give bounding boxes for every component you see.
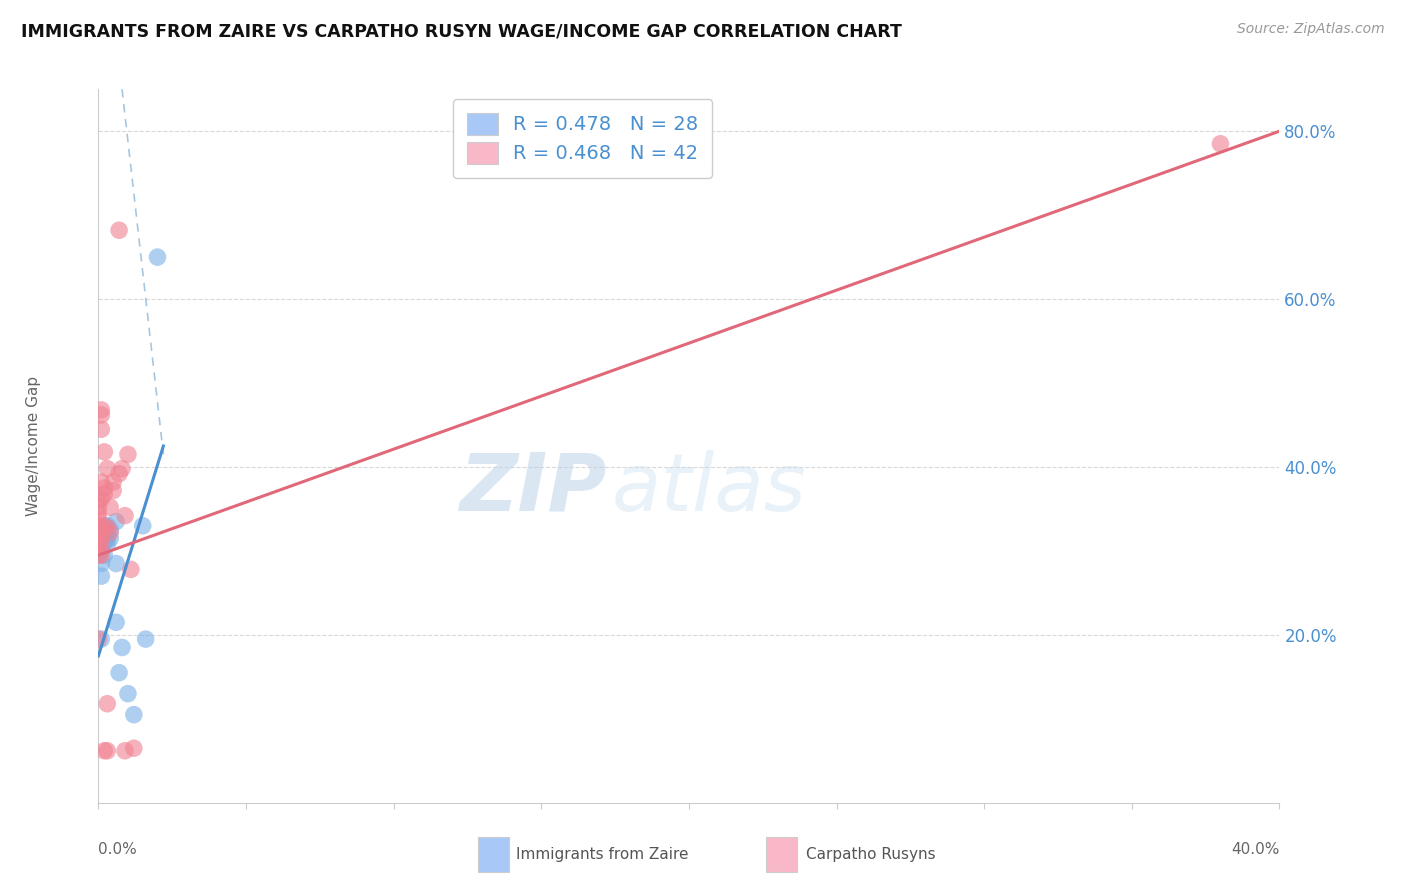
Text: 0.0%: 0.0%: [98, 842, 138, 857]
Point: [96, 520, 118, 534]
Text: Wage/Income Gap: Wage/Income Gap: [25, 376, 41, 516]
Point: [96, 532, 118, 546]
Point: [87, 493, 110, 508]
Point: [93, 520, 115, 534]
Point: [105, 557, 128, 571]
Point: [87, 535, 110, 549]
Point: [146, 250, 169, 264]
Point: [93, 518, 115, 533]
Text: ZIP: ZIP: [458, 450, 606, 528]
Point: [93, 481, 115, 495]
Point: [90, 523, 112, 537]
Point: [90, 544, 112, 558]
Point: [90, 569, 112, 583]
Point: [114, 744, 136, 758]
Point: [87, 632, 110, 646]
Text: Carpatho Rusyns: Carpatho Rusyns: [806, 847, 935, 862]
Point: [108, 467, 131, 481]
Point: [90, 422, 112, 436]
Point: [90, 403, 112, 417]
Point: [87, 518, 110, 533]
Point: [93, 487, 115, 501]
Point: [90, 532, 112, 546]
Point: [93, 445, 115, 459]
Point: [90, 532, 112, 546]
Point: [90, 548, 112, 562]
Point: [111, 640, 134, 655]
Point: [98, 532, 121, 546]
Point: [93, 744, 115, 758]
Point: [93, 529, 115, 543]
Point: [105, 515, 128, 529]
Point: [90, 557, 112, 571]
Legend: R = 0.478   N = 28, R = 0.468   N = 42: R = 0.478 N = 28, R = 0.468 N = 42: [453, 99, 713, 178]
Point: [87, 523, 110, 537]
Point: [122, 707, 145, 722]
Text: 40.0%: 40.0%: [1232, 842, 1279, 857]
Point: [87, 500, 110, 515]
Point: [87, 529, 110, 543]
Point: [132, 518, 155, 533]
Point: [111, 461, 134, 475]
Point: [93, 535, 115, 549]
Point: [108, 223, 131, 237]
Point: [90, 527, 112, 541]
Point: [90, 408, 112, 422]
Point: [87, 506, 110, 520]
Text: Immigrants from Zaire: Immigrants from Zaire: [516, 847, 689, 862]
Point: [135, 632, 157, 646]
Text: atlas: atlas: [612, 450, 807, 528]
Point: [96, 537, 118, 551]
Point: [90, 540, 112, 554]
Point: [90, 535, 112, 549]
Point: [90, 475, 112, 489]
Point: [103, 475, 125, 489]
Point: [96, 697, 118, 711]
Point: [96, 744, 118, 758]
Point: [96, 518, 118, 533]
Point: [105, 615, 128, 630]
Point: [108, 665, 131, 680]
Point: [87, 512, 110, 526]
Point: [90, 632, 112, 646]
Point: [93, 523, 115, 537]
Point: [87, 548, 110, 562]
Point: [96, 525, 118, 540]
Text: Source: ZipAtlas.com: Source: ZipAtlas.com: [1237, 22, 1385, 37]
Point: [103, 483, 125, 498]
Point: [1209, 136, 1232, 151]
Point: [122, 741, 145, 756]
Point: [98, 525, 121, 540]
Point: [93, 548, 115, 562]
Text: IMMIGRANTS FROM ZAIRE VS CARPATHO RUSYN WAGE/INCOME GAP CORRELATION CHART: IMMIGRANTS FROM ZAIRE VS CARPATHO RUSYN …: [21, 22, 903, 40]
Point: [117, 687, 139, 701]
Point: [98, 523, 121, 537]
Point: [96, 461, 118, 475]
Point: [120, 562, 142, 576]
Point: [90, 491, 112, 506]
Point: [117, 447, 139, 461]
Point: [87, 540, 110, 554]
Point: [114, 508, 136, 523]
Point: [98, 500, 121, 515]
